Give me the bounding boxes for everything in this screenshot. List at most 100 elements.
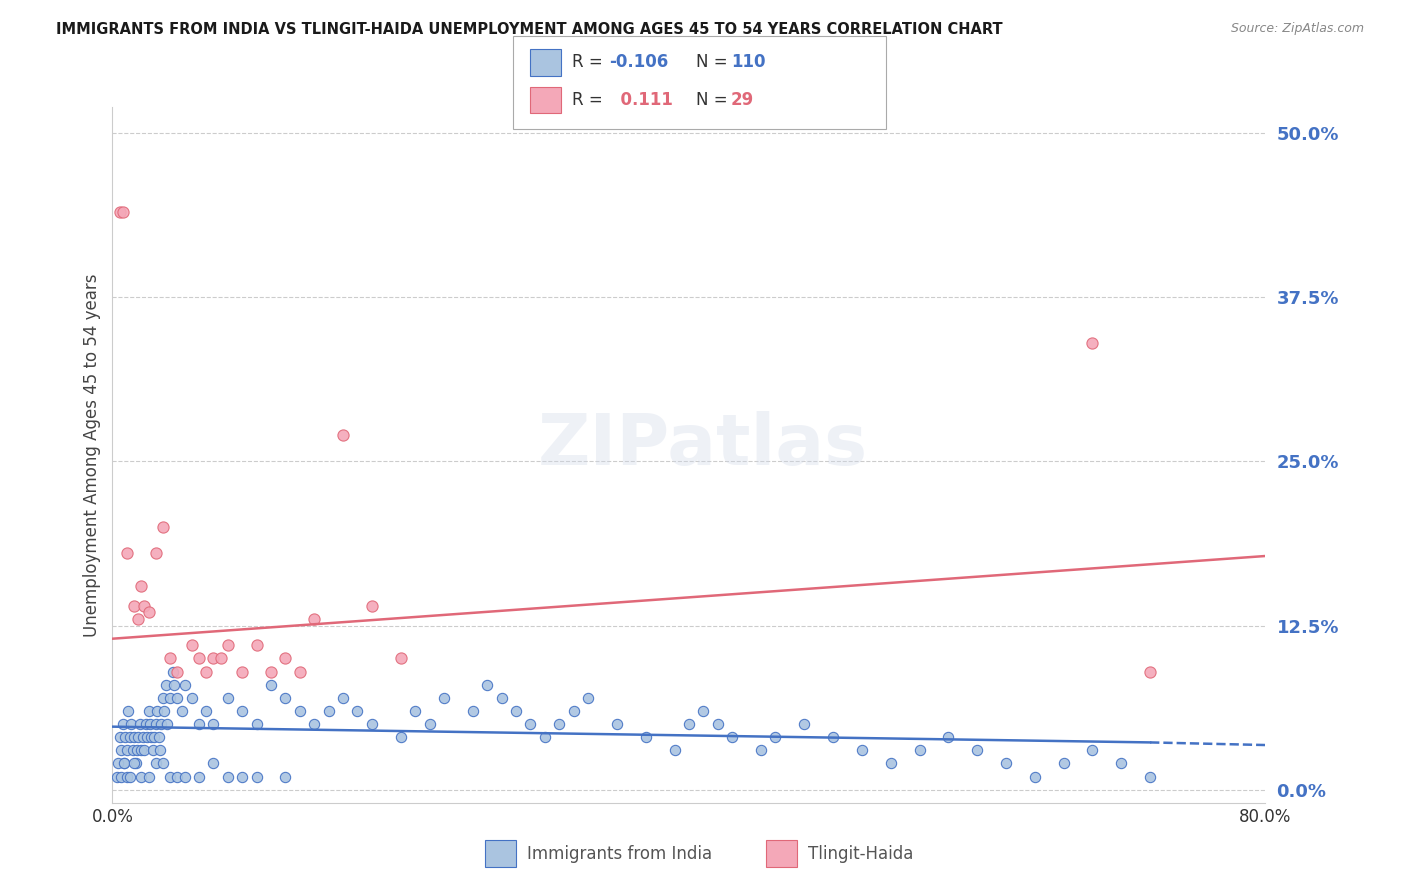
Point [166, 690, 188, 705]
Point [136, 730, 159, 744]
Point [332, 690, 354, 705]
Point [146, 704, 169, 718]
Point [274, 651, 297, 665]
Point [1081, 743, 1104, 757]
Point [143, 730, 166, 744]
Point [159, 770, 181, 784]
Point [288, 704, 311, 718]
Point [548, 717, 571, 731]
Point [606, 717, 628, 731]
Point [149, 743, 172, 757]
Point [245, 638, 267, 652]
Point [231, 665, 253, 679]
Point [127, 612, 149, 626]
Point [138, 770, 160, 784]
Point [188, 717, 211, 731]
Point [1024, 770, 1046, 784]
Point [111, 717, 134, 731]
Point [156, 717, 179, 731]
Text: -0.106: -0.106 [609, 54, 668, 71]
Point [749, 743, 772, 757]
Point [135, 717, 157, 731]
Point [125, 743, 148, 757]
Point [180, 638, 202, 652]
Point [706, 717, 728, 731]
Point [152, 520, 174, 534]
Point [150, 717, 173, 731]
Text: N =: N = [696, 54, 733, 71]
Point [166, 665, 188, 679]
Point [122, 599, 145, 613]
Point [793, 717, 815, 731]
Point [692, 704, 714, 718]
Point [245, 717, 267, 731]
Point [1111, 756, 1133, 771]
Point [129, 743, 153, 757]
Point [145, 717, 167, 731]
Point [995, 756, 1018, 771]
Point [110, 743, 132, 757]
Point [576, 690, 599, 705]
Point [461, 704, 484, 718]
Point [419, 717, 441, 731]
Point [851, 743, 873, 757]
Point [115, 770, 138, 784]
Point [202, 651, 225, 665]
Point [155, 678, 177, 692]
Point [634, 730, 657, 744]
Point [274, 770, 297, 784]
Point [195, 665, 218, 679]
Point [1139, 770, 1161, 784]
Point [107, 756, 129, 771]
Point [475, 678, 498, 692]
Point [163, 678, 186, 692]
Point [173, 678, 195, 692]
Point [966, 743, 988, 757]
Point [120, 717, 142, 731]
Point [245, 770, 267, 784]
Point [170, 704, 193, 718]
Point [519, 717, 541, 731]
Point [145, 756, 167, 771]
Point [105, 770, 128, 784]
Point [288, 665, 311, 679]
Point [389, 651, 412, 665]
Point [118, 770, 141, 784]
Point [209, 651, 232, 665]
Point [162, 665, 184, 679]
Point [108, 205, 131, 219]
Point [332, 428, 354, 442]
Point [188, 651, 211, 665]
Text: ZIPatlas: ZIPatlas [538, 411, 868, 481]
Point [304, 612, 326, 626]
Point [112, 756, 135, 771]
Point [821, 730, 844, 744]
Point [217, 690, 239, 705]
Point [678, 717, 700, 731]
Text: IMMIGRANTS FROM INDIA VS TLINGIT-HAIDA UNEMPLOYMENT AMONG AGES 45 TO 54 YEARS CO: IMMIGRANTS FROM INDIA VS TLINGIT-HAIDA U… [56, 22, 1002, 37]
Point [721, 730, 744, 744]
Point [202, 717, 225, 731]
Point [138, 606, 160, 620]
Point [152, 756, 174, 771]
Point [505, 704, 527, 718]
Text: R =: R = [572, 54, 609, 71]
Point [138, 704, 160, 718]
Point [180, 690, 202, 705]
Point [173, 770, 195, 784]
Point [114, 730, 136, 744]
Point [127, 730, 149, 744]
Point [129, 770, 153, 784]
Point [122, 730, 145, 744]
Point [908, 743, 931, 757]
Point [159, 690, 181, 705]
Text: 0.111: 0.111 [609, 91, 672, 109]
Point [148, 730, 170, 744]
Point [111, 205, 134, 219]
Point [129, 579, 153, 593]
Point [1139, 665, 1161, 679]
Point [122, 756, 145, 771]
Point [880, 756, 903, 771]
Point [389, 730, 412, 744]
Point [139, 717, 162, 731]
